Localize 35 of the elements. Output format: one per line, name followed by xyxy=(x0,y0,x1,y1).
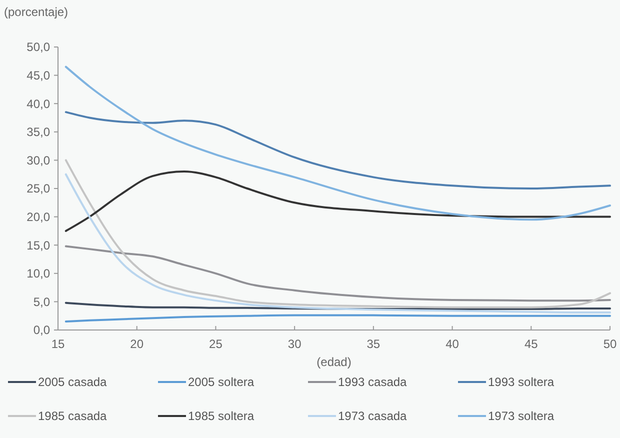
line-series xyxy=(64,170,611,232)
y-tick-label: 10,0 xyxy=(26,266,50,281)
line-series xyxy=(64,302,611,310)
y-tick-label: 35,0 xyxy=(26,125,50,140)
legend-label: 1985 soltera xyxy=(188,409,254,424)
x-tick-label: 20 xyxy=(130,337,144,351)
legend-label: 1993 soltera xyxy=(488,375,554,390)
line-series xyxy=(64,245,611,302)
y-tick-label: 40,0 xyxy=(26,96,50,111)
y-tick-label: 5,0 xyxy=(33,294,50,309)
y-tick-label: 15,0 xyxy=(26,238,50,252)
x-tick-label: 45 xyxy=(524,337,538,351)
legend-label: 1985 casada xyxy=(38,409,108,424)
legend-label: 1973 casada xyxy=(338,409,408,424)
y-tick-label: 20,0 xyxy=(26,210,50,224)
x-axis-title: (edad) xyxy=(316,355,352,369)
line-series xyxy=(64,111,611,190)
legend-label: 2005 soltera xyxy=(188,375,254,390)
y-axis-title: (porcentaje) xyxy=(4,5,68,19)
legend-label: 2005 casada xyxy=(38,375,108,390)
x-tick-label: 40 xyxy=(446,337,460,351)
y-tick-label: 0,0 xyxy=(33,323,50,338)
legend-label: 1993 casada xyxy=(338,375,408,390)
x-tick-label: 25 xyxy=(209,337,223,351)
y-tick-label: 25,0 xyxy=(26,182,50,196)
x-tick-label: 35 xyxy=(366,337,380,351)
x-tick-label: 50 xyxy=(603,337,617,351)
line-series xyxy=(64,314,611,323)
y-tick-label: 45,0 xyxy=(26,68,50,82)
y-tick-label: 30,0 xyxy=(26,153,50,168)
line-series xyxy=(64,66,611,221)
legend-label: 1973 soltera xyxy=(488,409,554,424)
x-tick-label: 30 xyxy=(288,337,302,351)
x-tick-label: 15 xyxy=(51,337,65,351)
y-tick-label: 50,0 xyxy=(26,40,50,54)
